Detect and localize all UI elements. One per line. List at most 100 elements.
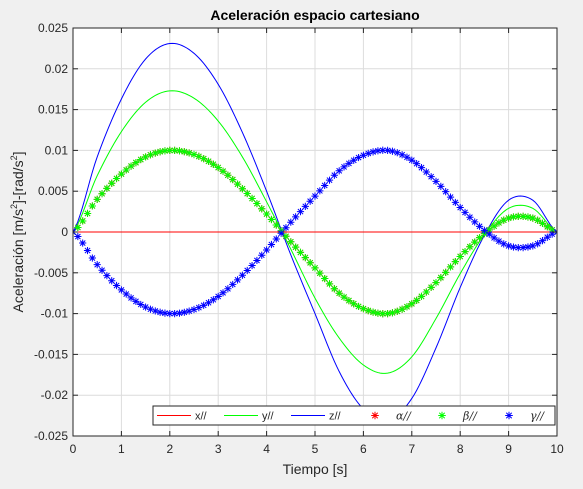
y-tick-label: -0.015 <box>34 347 68 361</box>
data-point <box>480 226 488 234</box>
data-point <box>253 256 261 265</box>
data-point <box>505 242 513 250</box>
data-point <box>417 164 426 172</box>
y-axis-label-part: ] <box>10 152 26 156</box>
data-point <box>335 167 343 175</box>
data-point <box>514 244 522 252</box>
y-axis-label-part: Aceleración [m/s <box>10 209 26 312</box>
data-point <box>350 300 358 308</box>
data-point <box>98 190 106 198</box>
x-tick-label: 10 <box>550 442 564 456</box>
data-point <box>388 309 397 317</box>
data-point <box>292 243 300 251</box>
data-point <box>461 208 469 217</box>
data-point <box>195 304 203 312</box>
data-point <box>345 297 353 305</box>
data-point <box>490 234 498 242</box>
data-point <box>311 264 319 272</box>
data-point <box>258 251 266 259</box>
data-point <box>301 253 309 262</box>
data-point <box>548 230 556 238</box>
y-axis-label-part: ]-[rad/s <box>10 160 26 204</box>
data-point <box>393 307 401 315</box>
data-point <box>393 149 401 157</box>
data-point <box>171 310 179 318</box>
data-point <box>253 199 261 208</box>
data-point <box>151 307 159 315</box>
x-tick-label: 7 <box>408 442 415 456</box>
data-point <box>248 194 256 203</box>
data-point <box>200 301 208 309</box>
data-point <box>233 180 242 188</box>
data-point <box>403 303 411 311</box>
data-point <box>335 289 343 297</box>
data-point <box>195 152 203 160</box>
data-point <box>316 269 324 277</box>
legend-swatch-marker <box>438 411 446 420</box>
series-markers-4 <box>73 146 557 318</box>
data-point <box>74 232 82 241</box>
series-line-1 <box>73 90 557 374</box>
data-point <box>224 171 232 179</box>
data-point <box>98 266 106 274</box>
data-point <box>127 162 135 170</box>
data-point <box>437 274 445 282</box>
data-point <box>287 218 295 226</box>
data-point <box>272 221 280 229</box>
data-point <box>156 148 164 156</box>
x-tick-label: 4 <box>263 442 270 456</box>
data-point <box>103 184 111 192</box>
data-point <box>277 229 285 237</box>
data-point <box>272 235 280 243</box>
data-point <box>180 148 188 156</box>
data-point <box>112 281 121 290</box>
data-point <box>427 283 435 291</box>
data-point <box>243 266 251 275</box>
data-point <box>321 274 329 283</box>
data-point <box>475 222 484 230</box>
data-point <box>219 289 227 297</box>
data-point <box>456 252 464 261</box>
data-point <box>287 238 295 246</box>
data-point <box>364 149 372 158</box>
legend-label: β// <box>462 410 478 423</box>
x-tick-label: 9 <box>505 442 512 456</box>
data-point <box>427 173 435 181</box>
y-tick-label: 0.025 <box>38 21 68 35</box>
data-point <box>432 278 440 287</box>
data-point <box>325 176 334 184</box>
data-point <box>471 218 479 226</box>
data-point <box>466 213 474 221</box>
x-tick-label: 1 <box>118 442 125 456</box>
data-point <box>495 219 503 227</box>
chart-title: Aceleración espacio cartesiano <box>210 7 419 23</box>
data-point <box>529 214 537 222</box>
data-point <box>321 181 329 190</box>
data-point <box>524 243 532 251</box>
data-point <box>417 292 426 300</box>
data-point <box>345 159 353 167</box>
data-point <box>538 237 547 245</box>
series-line-2 <box>73 42 557 422</box>
data-point <box>500 240 508 248</box>
data-point <box>204 157 213 165</box>
y-tick-label: 0 <box>61 225 68 239</box>
data-point <box>543 223 551 231</box>
data-point <box>311 192 319 200</box>
data-point <box>88 202 96 210</box>
legend-swatch-marker <box>371 411 379 420</box>
data-point <box>108 179 116 187</box>
x-axis-label: Tiempo [s] <box>283 461 348 477</box>
data-point <box>175 147 184 155</box>
x-tick-label: 0 <box>70 442 77 456</box>
data-point <box>408 156 416 164</box>
data-point <box>374 147 382 155</box>
data-point <box>490 222 498 230</box>
y-tick-label: 0.01 <box>45 143 69 157</box>
data-point <box>379 146 387 154</box>
data-point <box>446 263 455 271</box>
data-point <box>422 288 430 296</box>
y-tick-label: 0.005 <box>38 184 68 198</box>
data-point <box>379 310 387 318</box>
data-point <box>117 170 125 178</box>
